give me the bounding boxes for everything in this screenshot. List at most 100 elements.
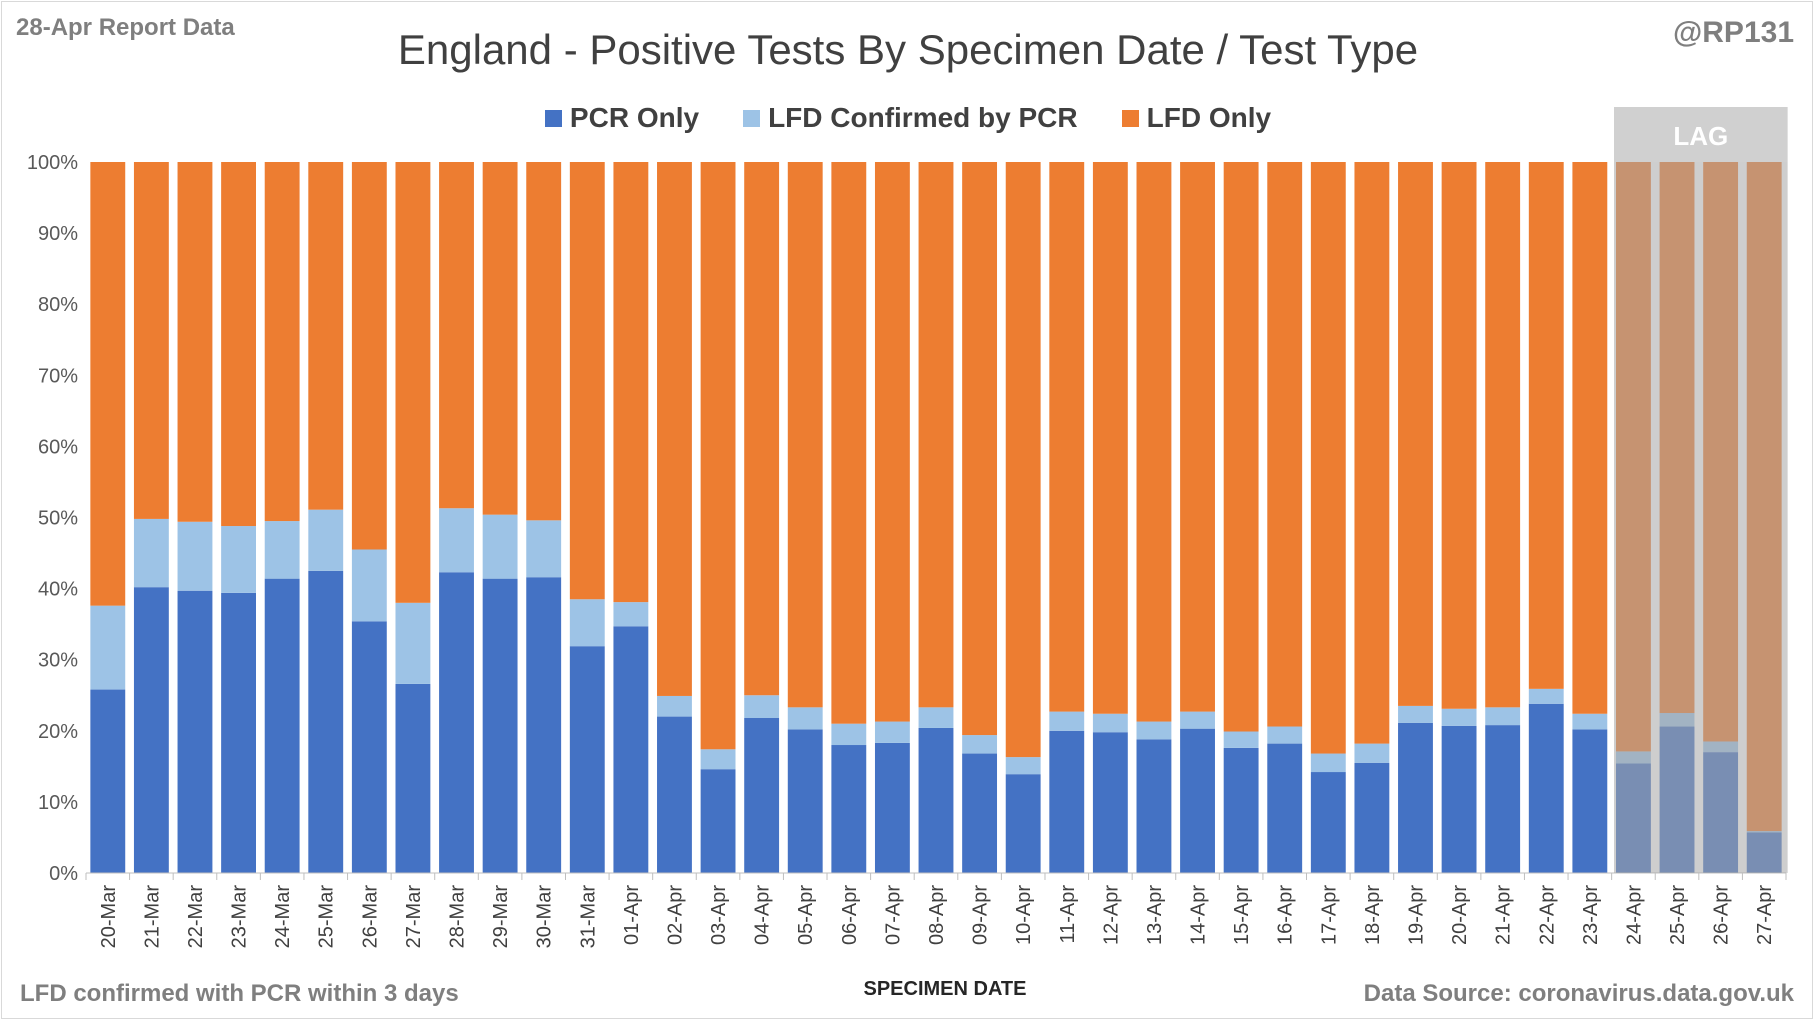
bar-pcr-only — [439, 572, 474, 873]
bar-lfd-confirmed — [1441, 708, 1477, 726]
x-tick-label: 26-Apr — [1711, 885, 1733, 945]
x-tick-label: 27-Apr — [1754, 885, 1776, 945]
bar-lfd-confirmed — [264, 521, 300, 579]
bar-lfd-only — [177, 162, 213, 522]
legend-swatch-lfd-only — [1121, 109, 1139, 127]
bar-lfd-only — [1485, 162, 1521, 708]
bar-lfd-only — [221, 162, 256, 527]
x-tick-label: 27-Mar — [403, 885, 425, 949]
legend-label-lfd-confirmed: LFD Confirmed by PCR — [768, 102, 1078, 133]
bar-pcr-only — [1310, 772, 1346, 873]
bar-lfd-confirmed — [657, 695, 692, 717]
bar-lfd-only — [1398, 162, 1433, 706]
y-tick-label: 70% — [38, 365, 78, 387]
bar-lfd-confirmed — [1092, 713, 1128, 733]
x-axis-title: SPECIMEN DATE — [863, 978, 1027, 1000]
bar-pcr-only — [744, 718, 780, 873]
lag-label: LAG — [1673, 121, 1728, 151]
legend-swatch-pcr-only — [544, 109, 562, 127]
bar-lfd-only — [395, 162, 431, 603]
x-tick-label: 03-Apr — [708, 885, 730, 945]
bar-lfd-only — [1354, 162, 1390, 744]
bar-lfd-only — [1092, 162, 1128, 714]
legend-item-pcr-only: PCR Only — [544, 102, 700, 134]
x-tick-label: 16-Apr — [1275, 885, 1297, 945]
bar-lfd-confirmed — [1049, 711, 1085, 731]
x-tick-label: 28-Mar — [447, 885, 469, 949]
x-tick-label: 22-Mar — [185, 885, 207, 949]
bar-lfd-only — [1572, 162, 1608, 714]
legend-swatch-lfd-confirmed — [743, 109, 761, 127]
bar-lfd-only — [90, 162, 126, 606]
bar-pcr-only — [657, 716, 692, 873]
bar-lfd-confirmed — [1180, 711, 1215, 729]
bar-lfd-only — [439, 162, 474, 509]
bar-lfd-only — [308, 162, 344, 510]
x-tick-label: 10-Apr — [1013, 885, 1035, 945]
y-tick-label: 90% — [38, 223, 78, 245]
x-tick-label: 24-Mar — [272, 885, 294, 949]
x-tick-label: 18-Apr — [1362, 885, 1384, 945]
bar-lfd-only — [918, 162, 954, 708]
bar-pcr-only — [351, 621, 387, 873]
bar-lfd-confirmed — [700, 749, 736, 770]
bar-lfd-confirmed — [439, 508, 474, 573]
bar-pcr-only — [1398, 722, 1433, 873]
x-tick-label: 29-Mar — [490, 885, 512, 949]
bar-lfd-only — [133, 162, 169, 519]
x-tick-label: 30-Mar — [534, 885, 556, 949]
bar-lfd-confirmed — [1354, 743, 1390, 763]
bar-lfd-only — [1310, 162, 1346, 754]
legend-label-pcr-only: PCR Only — [569, 102, 700, 133]
bar-lfd-confirmed — [1310, 753, 1346, 773]
bar-pcr-only — [700, 769, 736, 873]
bar-lfd-only — [787, 162, 823, 708]
legend-item-lfd-confirmed: LFD Confirmed by PCR — [743, 102, 1078, 134]
bar-lfd-only — [613, 162, 649, 603]
bar-pcr-only — [177, 590, 213, 873]
bar-lfd-only — [1441, 162, 1477, 709]
report-date-label: 28-Apr Report Data — [16, 14, 235, 41]
bar-lfd-confirmed — [744, 695, 780, 718]
bar-lfd-confirmed — [90, 605, 126, 690]
bar-lfd-only — [874, 162, 910, 722]
bar-pcr-only — [90, 689, 126, 873]
legend-label-lfd-only: LFD Only — [1146, 102, 1272, 133]
bar-lfd-confirmed — [1136, 721, 1172, 740]
bar-lfd-only — [1223, 162, 1259, 732]
bar-lfd-only — [1005, 162, 1041, 758]
bar-lfd-confirmed — [1267, 726, 1303, 744]
bar-lfd-confirmed — [133, 518, 169, 588]
y-tick-label: 0% — [49, 863, 78, 885]
bar-pcr-only — [133, 587, 169, 873]
y-tick-label: 20% — [38, 721, 78, 743]
bar-pcr-only — [526, 577, 562, 873]
bar-lfd-confirmed — [395, 602, 431, 684]
bar-lfd-confirmed — [308, 509, 344, 571]
bar-lfd-confirmed — [221, 526, 256, 593]
bar-pcr-only — [1441, 725, 1477, 873]
bar-pcr-only — [1180, 728, 1215, 873]
bar-pcr-only — [1136, 739, 1172, 873]
bar-pcr-only — [1572, 729, 1608, 873]
x-tick-label: 11-Apr — [1057, 885, 1079, 944]
bar-pcr-only — [395, 683, 431, 873]
bar-lfd-confirmed — [569, 599, 605, 647]
legend: PCR Only LFD Confirmed by PCR LFD Only — [0, 102, 1816, 134]
bar-lfd-only — [569, 162, 605, 600]
x-tick-label: 21-Mar — [141, 885, 163, 949]
y-tick-label: 30% — [38, 650, 78, 672]
bar-lfd-confirmed — [962, 735, 998, 754]
bar-lfd-only — [1136, 162, 1172, 722]
bar-pcr-only — [1267, 743, 1303, 873]
lag-banner — [1614, 107, 1788, 162]
data-source: Data Source: coronavirus.data.gov.uk — [1363, 980, 1794, 1007]
bar-pcr-only — [1528, 703, 1564, 873]
x-tick-label: 24-Apr — [1623, 885, 1645, 945]
bar-lfd-confirmed — [613, 602, 649, 627]
bar-lfd-only — [744, 162, 780, 696]
x-tick-label: 20-Apr — [1449, 885, 1471, 945]
x-tick-label: 31-Mar — [577, 885, 599, 949]
y-tick-label: 10% — [38, 792, 78, 814]
x-tick-label: 14-Apr — [1188, 885, 1210, 945]
